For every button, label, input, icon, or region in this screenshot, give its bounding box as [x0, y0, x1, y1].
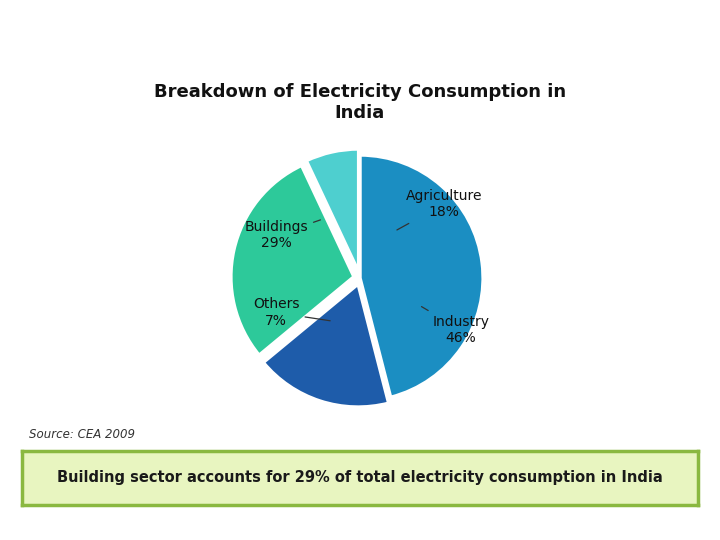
Wedge shape: [360, 155, 483, 397]
Text: Industry
46%: Industry 46%: [421, 307, 490, 345]
Wedge shape: [264, 284, 389, 407]
Text: Others
7%: Others 7%: [253, 298, 330, 328]
Text: Breakdown of Electricity Consumption in
India: Breakdown of Electricity Consumption in …: [154, 83, 566, 122]
Text: Buildings
29%: Buildings 29%: [245, 220, 320, 250]
Text: Building sector accounts for 29% of total electricity consumption in India: Building sector accounts for 29% of tota…: [57, 470, 663, 485]
Text: Agriculture
18%: Agriculture 18%: [397, 189, 482, 230]
Text: Why Buildings?: Why Buildings?: [253, 21, 467, 49]
Text: Source: CEA 2009: Source: CEA 2009: [29, 428, 135, 441]
Wedge shape: [306, 149, 359, 272]
Wedge shape: [231, 165, 354, 355]
